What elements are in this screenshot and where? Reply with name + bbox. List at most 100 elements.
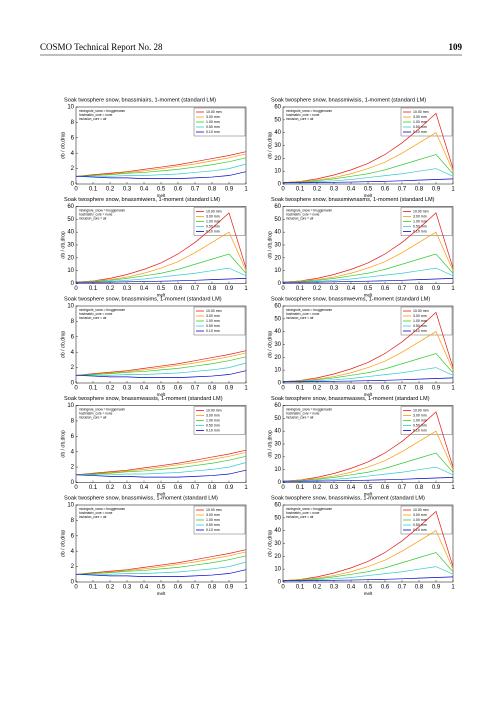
x-tick-label: 0 [74, 386, 78, 392]
series-line [75, 267, 247, 283]
y-tick-label: 0 [71, 182, 75, 188]
x-tick-label: 0.2 [313, 187, 322, 193]
legend-label: 0.10 mm [206, 329, 220, 333]
series-line [282, 112, 454, 184]
series-line [75, 231, 247, 283]
x-axis-label: melt [364, 492, 373, 497]
y-tick-label: 20 [274, 355, 281, 361]
x-tick-label: 0.4 [347, 585, 356, 591]
x-tick-label: 0.8 [415, 286, 424, 292]
x-tick-label: 0.6 [381, 386, 390, 392]
series-line [75, 253, 247, 283]
x-tick-label: 0.6 [381, 187, 390, 193]
legend-label: 0.10 mm [206, 428, 220, 432]
x-tick-label: 0.6 [174, 187, 183, 193]
y-axis-label: σb / σb,drop [60, 430, 66, 458]
series-line [75, 569, 247, 577]
series-line [282, 353, 454, 383]
x-tick-label: 0.9 [432, 286, 441, 292]
series-line [75, 352, 247, 376]
x-tick-label: 0.4 [347, 386, 356, 392]
annotation: inclusion_core = air [286, 316, 314, 320]
y-axis-label: σb / σb,drop [267, 132, 273, 160]
x-tick-label: 0.5 [157, 187, 166, 193]
legend-label: 3.00 mm [413, 513, 427, 517]
legend-label: 10.00 mm [206, 508, 222, 512]
series-line [282, 510, 454, 582]
series-line [282, 530, 454, 582]
x-tick-label: 1 [244, 187, 248, 193]
series-line [282, 552, 454, 582]
chart-title: Soak twosphere snow, bnassmiwiers, 1-mom… [64, 197, 220, 203]
chart-title: Soak twosphere snow, bnassmwevms, 1-mome… [271, 296, 430, 302]
x-tick-label: 0.1 [89, 386, 98, 392]
annotation: inclusion_core = air [286, 415, 314, 419]
annotation: mixingrule_snow = bruggemanm [79, 109, 125, 113]
x-tick-label: 0.8 [208, 485, 217, 491]
legend-label: 1.00 mm [206, 319, 220, 323]
annotation: inclusion_core = air [286, 515, 314, 519]
annotation: mixingrule_snow = bruggemanm [286, 407, 332, 411]
x-axis-label: melt [364, 392, 373, 397]
y-tick-label: 60 [274, 503, 281, 509]
x-tick-label: 0.2 [106, 286, 115, 292]
y-tick-label: 2 [71, 166, 75, 172]
x-tick-label: 0.9 [225, 585, 234, 591]
legend-label: 0.50 mm [206, 224, 220, 228]
x-tick-label: 0.1 [89, 187, 98, 193]
annotation: hostmatrix_core = none [79, 113, 113, 117]
x-tick-label: 0.3 [330, 286, 339, 292]
x-tick-label: 1 [451, 286, 455, 292]
x-tick-label: 0.2 [106, 485, 115, 491]
y-tick-label: 10 [67, 304, 74, 310]
series-line [282, 367, 454, 383]
y-tick-label: 30 [274, 442, 281, 448]
annotation: inclusion_core = air [79, 216, 107, 220]
x-tick-label: 0.6 [174, 485, 183, 491]
annotation: hostmatrix_core = none [286, 411, 320, 415]
y-axis-label: σb / σb,drop [60, 530, 66, 558]
legend-label: 10.00 mm [206, 309, 222, 313]
x-axis-label: melt [157, 392, 166, 397]
x-tick-label: 0.4 [140, 585, 149, 591]
y-tick-label: 60 [274, 304, 281, 310]
series-line [282, 267, 454, 283]
y-tick-label: 50 [274, 416, 281, 422]
x-tick-label: 0.2 [313, 585, 322, 591]
x-tick-label: 0.2 [313, 386, 322, 392]
series-line [282, 212, 454, 283]
y-tick-label: 10 [274, 567, 281, 573]
x-tick-label: 0.3 [330, 386, 339, 392]
series-line [283, 278, 454, 283]
annotation: hostmatrix_core = none [79, 511, 113, 515]
x-tick-label: 0.6 [381, 585, 390, 591]
x-tick-label: 0.1 [296, 286, 305, 292]
x-tick-label: 0.9 [225, 187, 234, 193]
series-line [75, 153, 247, 177]
y-tick-label: 30 [67, 243, 74, 249]
y-axis-label: σb / σb,drop [60, 231, 66, 259]
y-tick-label: 10 [274, 169, 281, 175]
x-tick-label: 0.4 [140, 187, 149, 193]
legend-label: 1.00 mm [206, 120, 220, 124]
y-axis-label: σb / σb,drop [267, 331, 273, 359]
y-tick-label: 10 [67, 503, 74, 509]
legend-label: 1.00 mm [206, 219, 220, 223]
y-tick-label: 10 [274, 268, 281, 274]
legend-label: 0.50 mm [206, 324, 220, 328]
x-tick-label: 0 [74, 485, 78, 491]
legend-label: 0.50 mm [413, 423, 427, 427]
series-line [282, 253, 454, 283]
series-line [282, 168, 454, 184]
y-tick-label: 60 [67, 204, 74, 210]
series-line [75, 455, 247, 476]
x-tick-label: 0 [281, 286, 285, 292]
legend-label: 10.00 mm [413, 508, 429, 512]
x-tick-label: 0.9 [432, 187, 441, 193]
x-tick-label: 0.3 [330, 187, 339, 193]
y-axis-label: σb / σb,drop [267, 231, 273, 259]
x-tick-label: 0.1 [296, 485, 305, 491]
annotation: inclusion_core = air [79, 515, 107, 519]
legend-label: 0.10 mm [206, 229, 220, 233]
y-tick-label: 0 [278, 182, 282, 188]
